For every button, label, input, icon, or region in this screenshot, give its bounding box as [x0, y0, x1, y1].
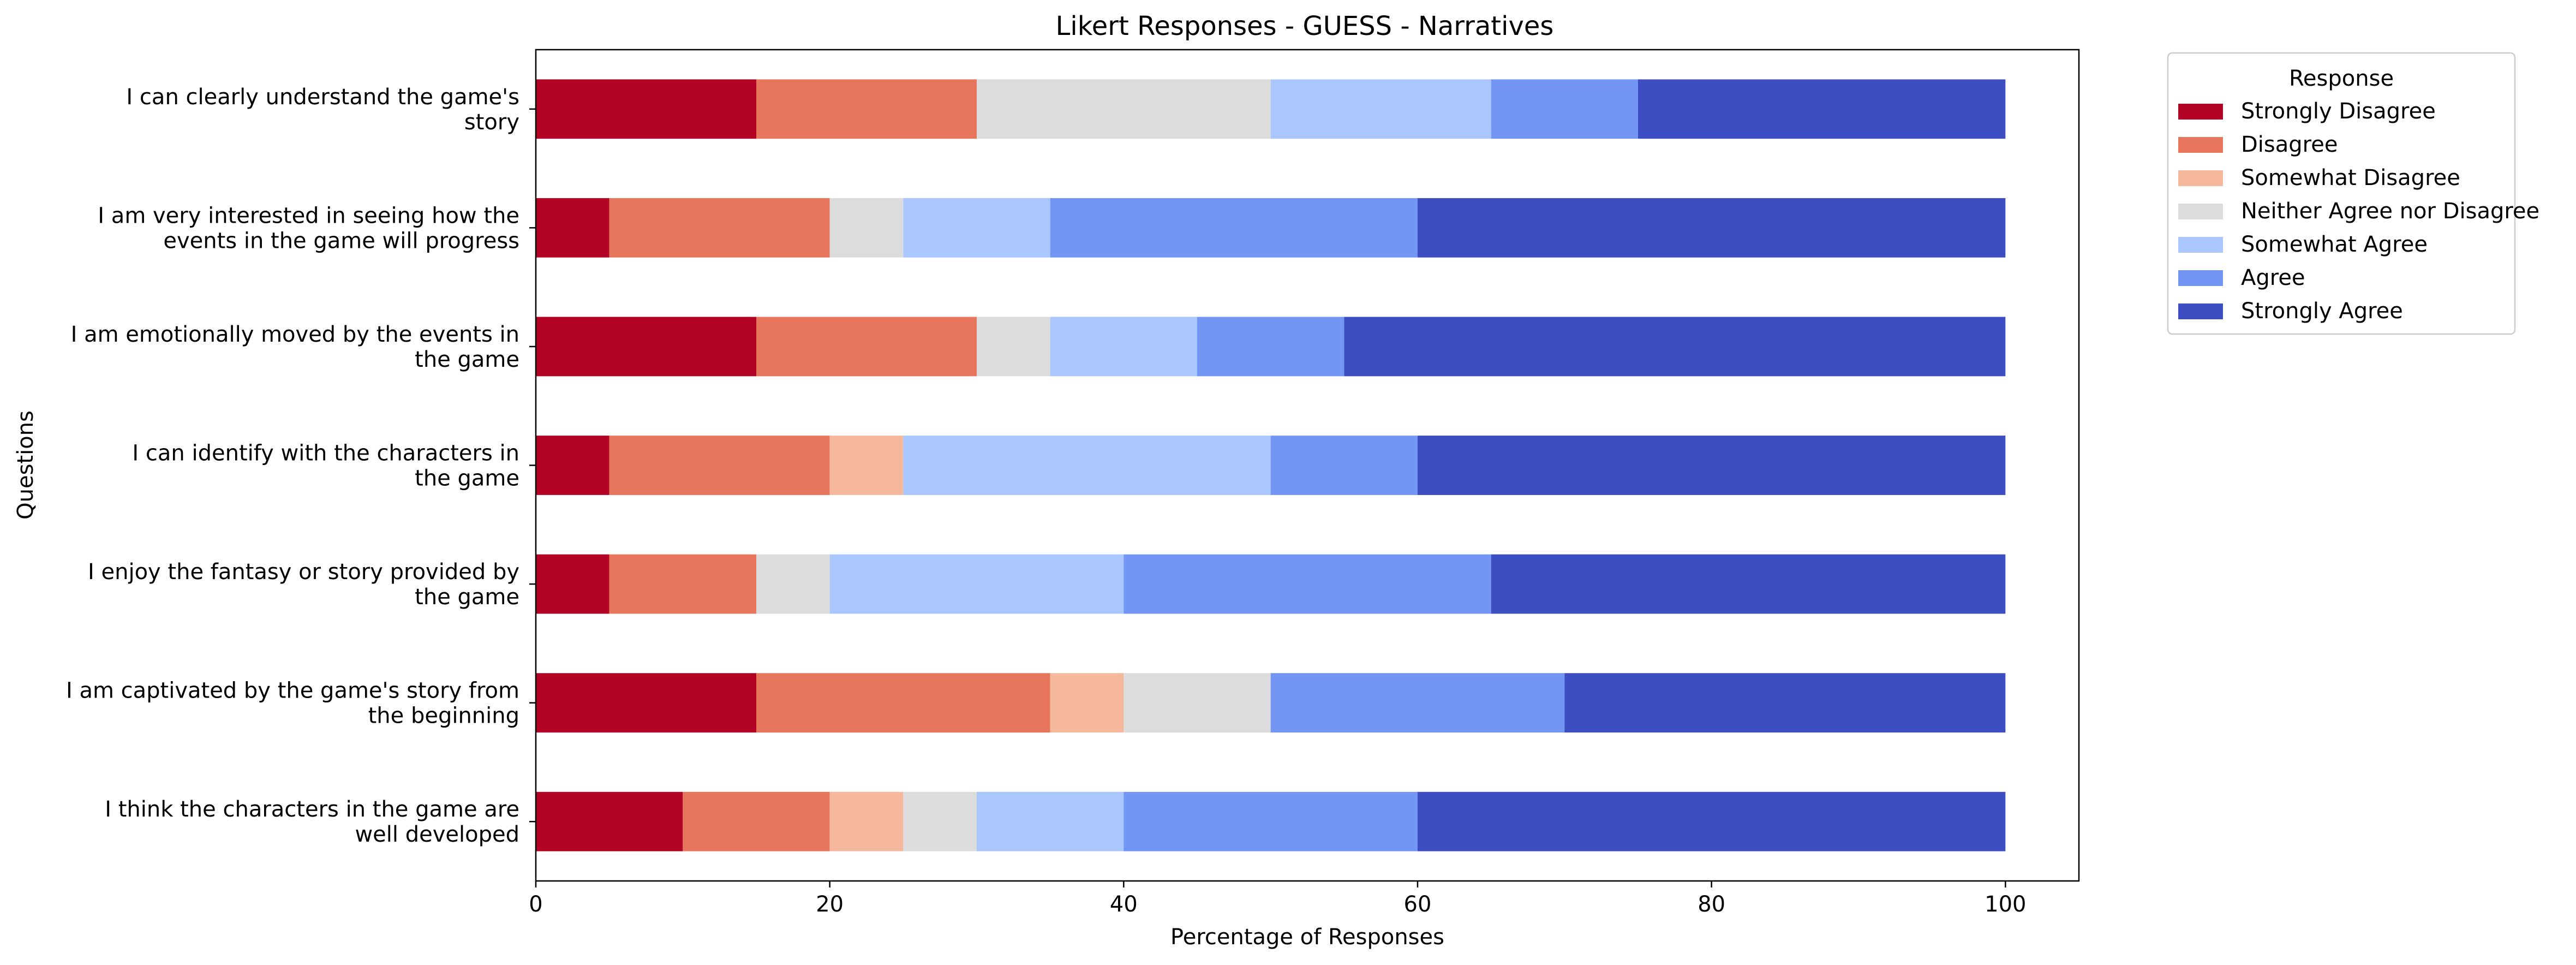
x-tick-label: 60	[1404, 892, 1432, 917]
legend-swatch	[2178, 204, 2223, 219]
y-tick-label: I enjoy the fantasy or story provided by	[88, 559, 519, 585]
legend-title: Response	[2289, 66, 2394, 91]
bar-segment	[536, 673, 756, 733]
chart-title: Likert Responses - GUESS - Narratives	[1056, 11, 1554, 41]
x-axis-label: Percentage of Responses	[1170, 925, 1444, 950]
y-tick-label: I am captivated by the game's story from	[66, 678, 519, 704]
legend-label: Agree	[2241, 265, 2305, 290]
bar-segment	[1050, 198, 1418, 258]
bar-segment	[829, 198, 904, 258]
y-tick-label: I am very interested in seeing how the	[98, 203, 519, 228]
bar-segment	[1270, 673, 1565, 733]
bar-segment	[756, 554, 830, 614]
legend-swatch	[2178, 270, 2223, 286]
bar-segment	[829, 554, 1124, 614]
bar-segment	[609, 554, 756, 614]
legend-label: Somewhat Disagree	[2241, 165, 2460, 190]
bar-segment	[903, 791, 977, 851]
bar-segment	[536, 791, 683, 851]
bar-segment	[903, 436, 1271, 495]
x-tick-label: 0	[529, 892, 542, 917]
bar-segment	[1123, 554, 1491, 614]
bar-segment	[756, 673, 1050, 733]
y-tick-label: I am emotionally moved by the events in	[71, 322, 519, 347]
bar-segment	[1197, 317, 1344, 377]
y-tick-label: the game	[415, 347, 519, 372]
bar-segment	[536, 554, 609, 614]
x-tick-label: 80	[1698, 892, 1725, 917]
legend-items: Strongly Disagree Disagree Somewhat Disagr…	[2178, 99, 2539, 324]
x-tick-label: 20	[816, 892, 844, 917]
legend-swatch	[2178, 170, 2223, 186]
y-tick-label: the game	[415, 585, 519, 610]
bar-segment	[536, 317, 756, 377]
y-tick-label: I think the characters in the game are	[105, 797, 519, 822]
bar-segment	[756, 79, 977, 139]
bar-segment	[756, 317, 977, 377]
bar-segment	[903, 198, 1050, 258]
legend-label: Strongly Disagree	[2241, 99, 2436, 124]
bar-segment	[1418, 198, 2006, 258]
legend-frame	[2167, 52, 2516, 335]
legend-label: Neither Agree nor Disagree	[2241, 199, 2539, 224]
y-tick-label: the game	[415, 466, 519, 491]
bar-segment	[1564, 673, 2006, 733]
legend-swatch	[2178, 104, 2223, 120]
bar-segment	[1050, 673, 1124, 733]
bar-segment	[1050, 317, 1197, 377]
bar-segment	[1491, 554, 2006, 614]
bar-segment	[536, 436, 609, 495]
y-axis-label: Questions	[13, 410, 38, 520]
y-tick-label: well developed	[355, 822, 519, 847]
x-tick-label: 100	[1985, 892, 2026, 917]
legend-swatch	[2178, 237, 2223, 253]
bar-segment	[1344, 317, 2006, 377]
bar-segment	[536, 198, 609, 258]
y-tick-labels: I can clearly understand the game'sstory…	[66, 85, 536, 847]
bar-segment	[536, 79, 756, 139]
bar-segment	[829, 436, 904, 495]
legend-label: Disagree	[2241, 132, 2338, 157]
y-tick-label: I can clearly understand the game's	[126, 85, 519, 110]
bar-segment	[1123, 673, 1271, 733]
bar-segment	[1638, 79, 2006, 139]
legend: Response Strongly Disagree Disagree Somewh…	[2167, 52, 2539, 335]
bar-segment	[609, 198, 830, 258]
bar-segment	[1123, 791, 1418, 851]
bar-segment	[1270, 436, 1418, 495]
y-tick-label: events in the game will progress	[163, 228, 519, 253]
legend-label: Somewhat Agree	[2241, 232, 2428, 257]
bar-segment	[829, 791, 904, 851]
bar-segment	[977, 791, 1124, 851]
bar-segment	[1270, 79, 1491, 139]
legend-swatch	[2178, 303, 2223, 319]
bars-group	[536, 79, 2006, 851]
legend-label: Strongly Agree	[2241, 299, 2403, 324]
bar-segment	[1418, 436, 2006, 495]
x-axis: 0 20 40 60 80 100	[529, 881, 2027, 917]
bar-segment	[1418, 791, 2006, 851]
bar-segment	[977, 79, 1271, 139]
bar-segment	[1491, 79, 1638, 139]
bar-segment	[683, 791, 830, 851]
plot-frame	[535, 49, 2080, 882]
y-tick-label: I can identify with the characters in	[132, 441, 519, 466]
y-tick-label: story	[464, 110, 519, 135]
legend-swatch	[2178, 137, 2223, 153]
bar-segment	[609, 436, 830, 495]
x-tick-label: 40	[1110, 892, 1138, 917]
bar-segment	[977, 317, 1050, 377]
y-tick-label: the beginning	[368, 704, 519, 729]
